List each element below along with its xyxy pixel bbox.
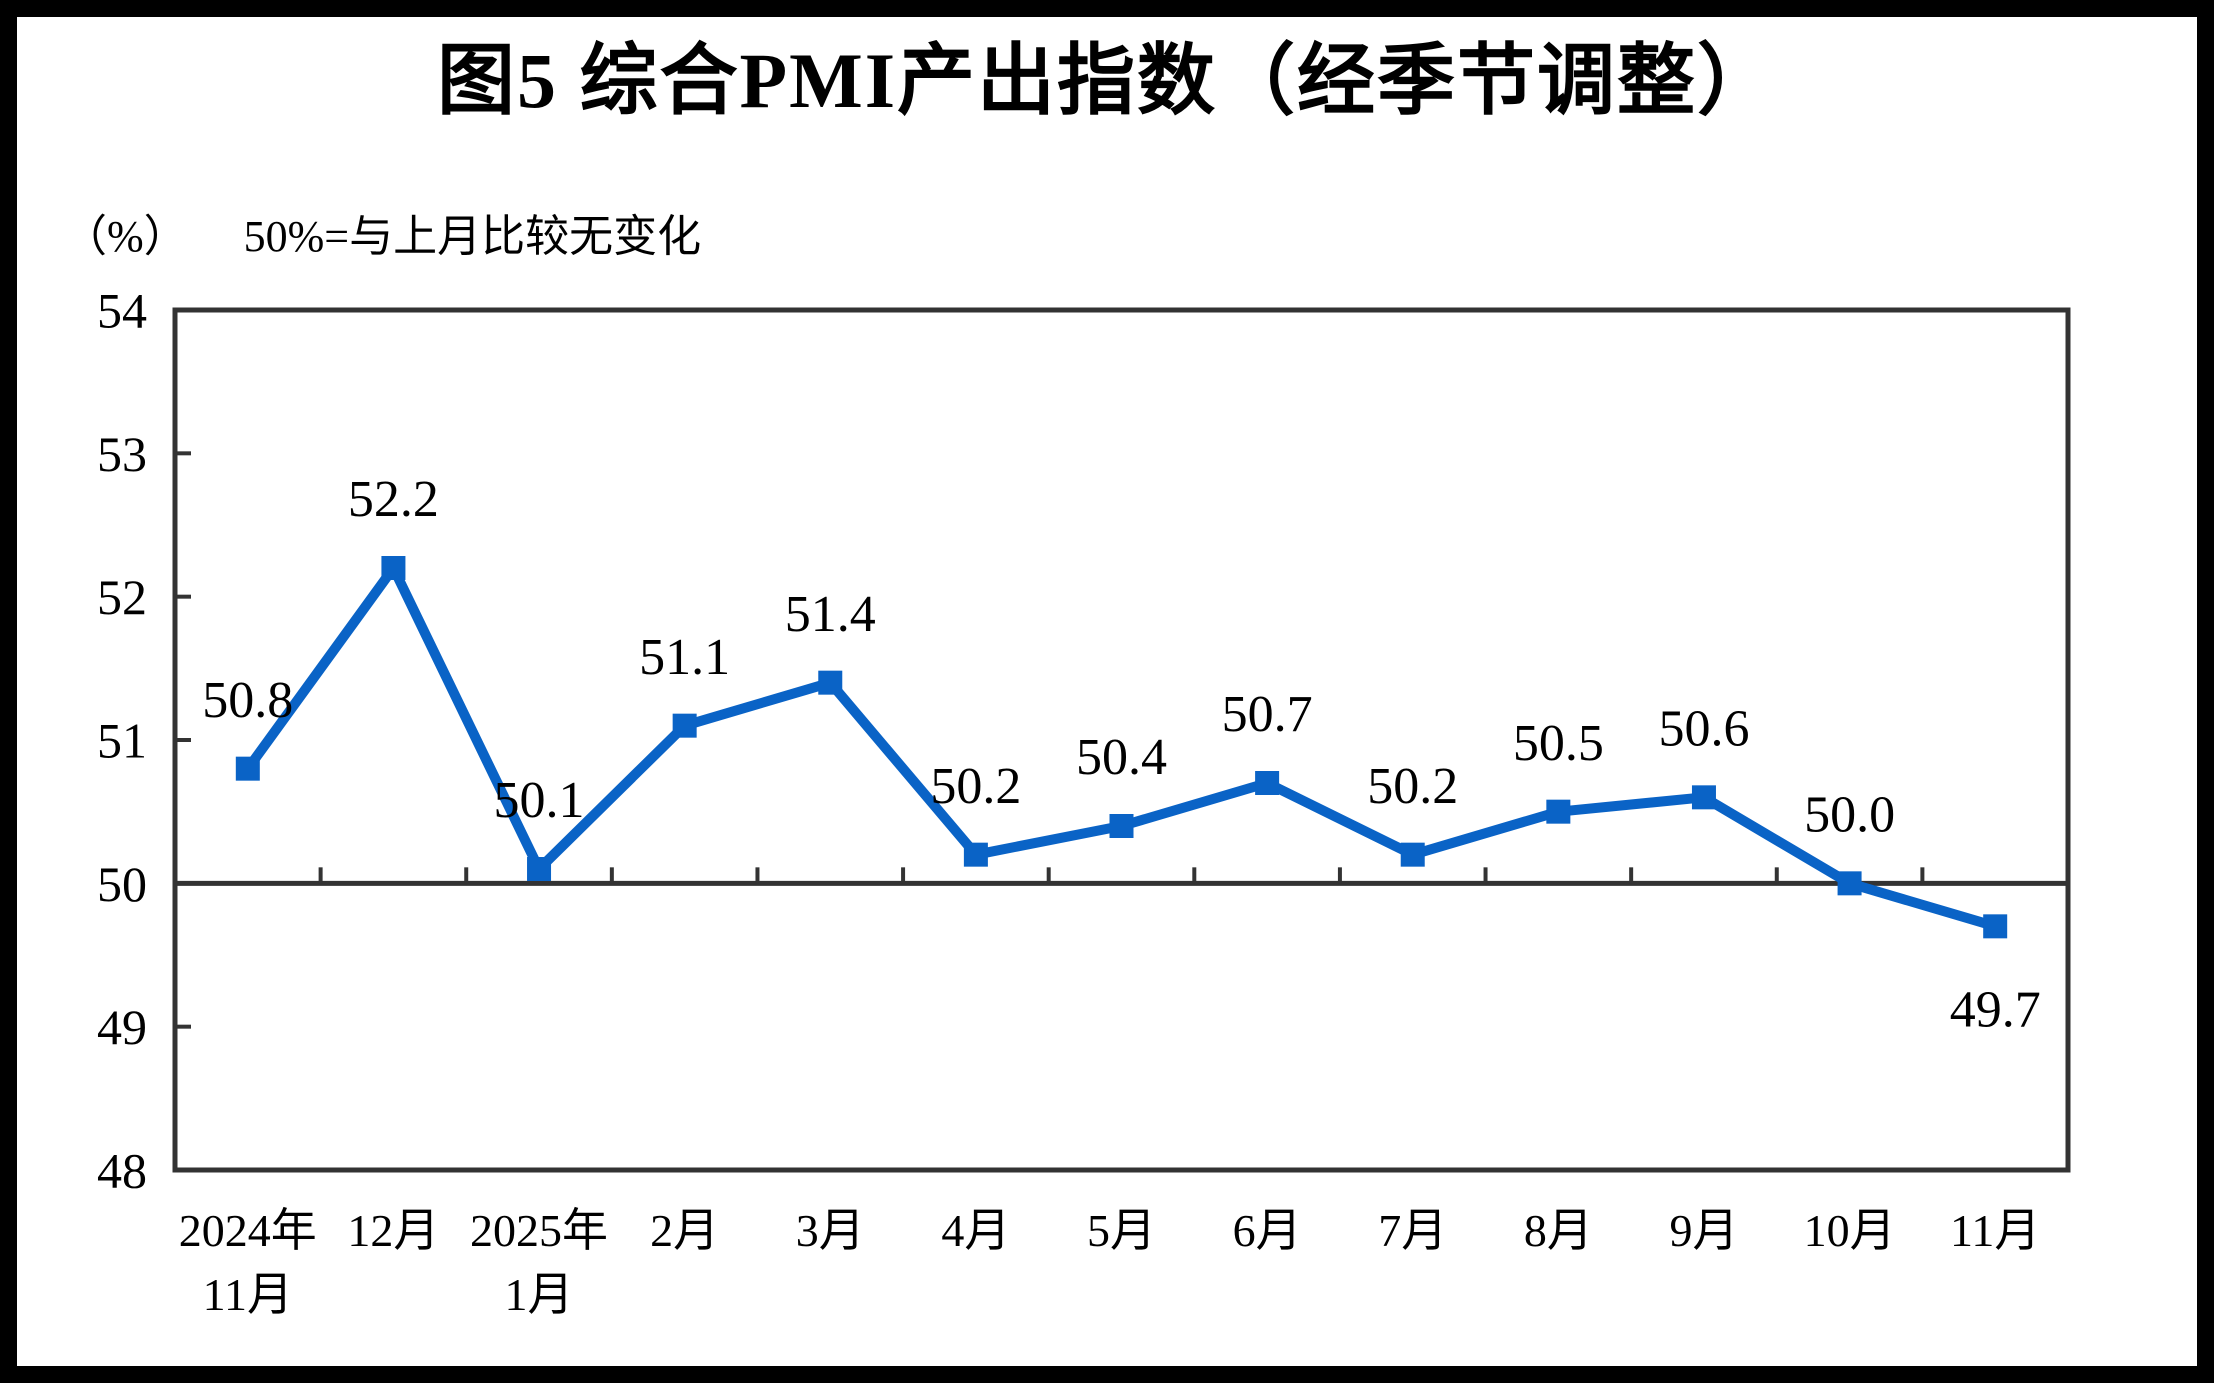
data-point-marker	[1400, 842, 1425, 867]
x-axis-label: 12月	[347, 1205, 439, 1256]
x-axis-label: 9月	[1669, 1205, 1738, 1256]
y-axis-label: 54	[97, 283, 147, 339]
data-label: 50.5	[1513, 715, 1604, 772]
data-label: 50.1	[494, 772, 585, 829]
reference-note: 50%=与上月比较无变化	[243, 212, 702, 261]
y-axis-label: 51	[97, 713, 147, 769]
data-label: 50.6	[1658, 701, 1749, 758]
y-axis-label: 53	[97, 426, 147, 482]
x-axis-label: 10月	[1804, 1205, 1896, 1256]
y-axis-unit-label: （%）	[63, 212, 188, 261]
data-point-marker	[1837, 871, 1862, 896]
data-label: 51.4	[785, 586, 876, 643]
data-point-marker	[818, 670, 843, 695]
data-point-marker	[235, 756, 260, 781]
data-point-marker	[381, 556, 406, 580]
x-axis-label: 5月	[1087, 1205, 1156, 1256]
data-label: 49.7	[1950, 982, 2041, 1039]
chart-title: 图5 综合PMI产出指数（经季节调整）	[436, 37, 1778, 124]
x-axis-label: 11月	[1950, 1205, 2040, 1256]
data-point-marker	[1983, 914, 2008, 939]
data-point-marker	[1691, 785, 1716, 810]
data-point-marker	[1109, 814, 1134, 838]
data-point-marker	[1255, 771, 1280, 795]
data-label: 50.0	[1804, 787, 1895, 844]
data-label: 50.7	[1222, 686, 1313, 743]
x-axis-label: 3月	[796, 1205, 865, 1256]
x-axis-label: 6月	[1233, 1205, 1302, 1256]
x-axis-label: 8月	[1524, 1205, 1593, 1256]
x-axis-label: 2月	[650, 1205, 719, 1256]
y-axis-label: 49	[97, 999, 147, 1055]
data-label: 50.8	[202, 672, 293, 729]
data-label: 50.4	[1076, 729, 1167, 786]
data-point-marker	[963, 842, 988, 867]
data-label: 52.2	[348, 471, 439, 528]
data-label: 50.2	[1367, 758, 1458, 815]
y-axis-label: 50	[97, 856, 147, 912]
data-point-marker	[1546, 799, 1571, 824]
chart-subtitle: （%） 50%=与上月比较无变化	[63, 200, 701, 264]
x-axis-label: 4月	[941, 1205, 1010, 1256]
x-axis-label: 2025年 1月	[470, 1205, 608, 1320]
x-axis-label: 7月	[1378, 1205, 1447, 1256]
y-axis-label: 52	[97, 569, 147, 625]
data-label: 50.2	[930, 758, 1021, 815]
data-label: 51.1	[639, 629, 730, 686]
data-point-marker	[672, 713, 697, 738]
x-axis-label: 2024年 11月	[179, 1205, 317, 1320]
y-axis-label: 48	[97, 1143, 147, 1199]
data-point-marker	[527, 857, 552, 881]
